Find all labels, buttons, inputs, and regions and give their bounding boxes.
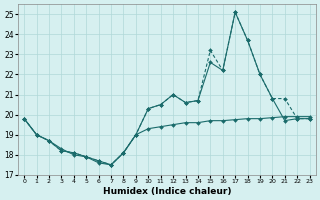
X-axis label: Humidex (Indice chaleur): Humidex (Indice chaleur) — [103, 187, 231, 196]
